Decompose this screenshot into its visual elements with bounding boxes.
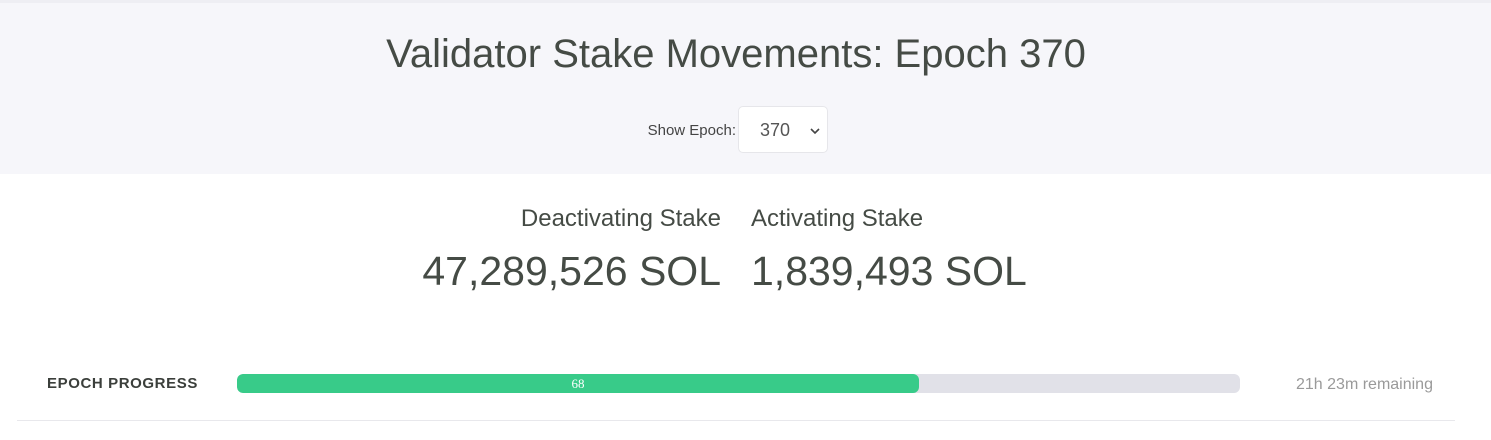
remaining-time: 21h 23m remaining [1296, 376, 1433, 393]
divider [17, 420, 1455, 421]
stat-value: 47,289,526 SOL [422, 248, 721, 294]
epoch-select-value: 370 [760, 120, 791, 140]
epoch-select[interactable]: 370 [738, 106, 828, 153]
stat-label: Activating Stake [751, 205, 924, 232]
page-title: Validator Stake Movements: Epoch 370 [386, 32, 1086, 76]
progress-label: EPOCH PROGRESS [47, 375, 198, 392]
card [0, 174, 1486, 440]
stat-label: Deactivating Stake [520, 205, 721, 232]
progress-track: 68 [237, 374, 1240, 393]
chevron [810, 128, 820, 135]
epoch-label: Show Epoch: [647, 122, 736, 139]
progress-value: 68 [571, 376, 585, 391]
progress-fill: 68 [237, 374, 920, 393]
stat-value: 1,839,493 SOL [751, 248, 1027, 294]
